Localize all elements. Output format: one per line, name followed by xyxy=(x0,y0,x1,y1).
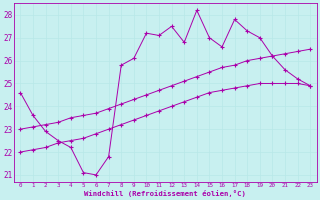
X-axis label: Windchill (Refroidissement éolien,°C): Windchill (Refroidissement éolien,°C) xyxy=(84,190,246,197)
